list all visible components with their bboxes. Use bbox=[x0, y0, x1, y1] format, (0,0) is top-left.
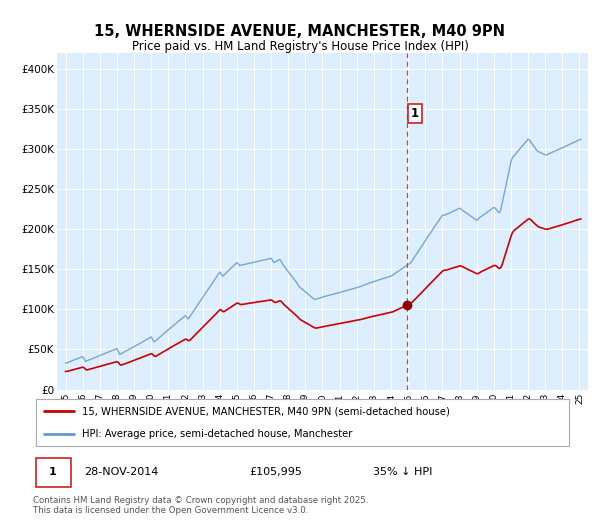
Text: Price paid vs. HM Land Registry's House Price Index (HPI): Price paid vs. HM Land Registry's House … bbox=[131, 40, 469, 53]
Text: 35% ↓ HPI: 35% ↓ HPI bbox=[373, 467, 433, 477]
Text: 15, WHERNSIDE AVENUE, MANCHESTER, M40 9PN: 15, WHERNSIDE AVENUE, MANCHESTER, M40 9P… bbox=[95, 24, 505, 39]
Text: Contains HM Land Registry data © Crown copyright and database right 2025.
This d: Contains HM Land Registry data © Crown c… bbox=[33, 496, 368, 515]
Text: 1: 1 bbox=[411, 107, 419, 120]
Text: 28-NOV-2014: 28-NOV-2014 bbox=[84, 467, 158, 477]
Text: HPI: Average price, semi-detached house, Manchester: HPI: Average price, semi-detached house,… bbox=[82, 429, 352, 439]
FancyBboxPatch shape bbox=[36, 458, 71, 487]
FancyBboxPatch shape bbox=[36, 399, 569, 446]
Text: 15, WHERNSIDE AVENUE, MANCHESTER, M40 9PN (semi-detached house): 15, WHERNSIDE AVENUE, MANCHESTER, M40 9P… bbox=[82, 406, 449, 416]
Text: £105,995: £105,995 bbox=[249, 467, 302, 477]
Text: 1: 1 bbox=[49, 467, 57, 477]
